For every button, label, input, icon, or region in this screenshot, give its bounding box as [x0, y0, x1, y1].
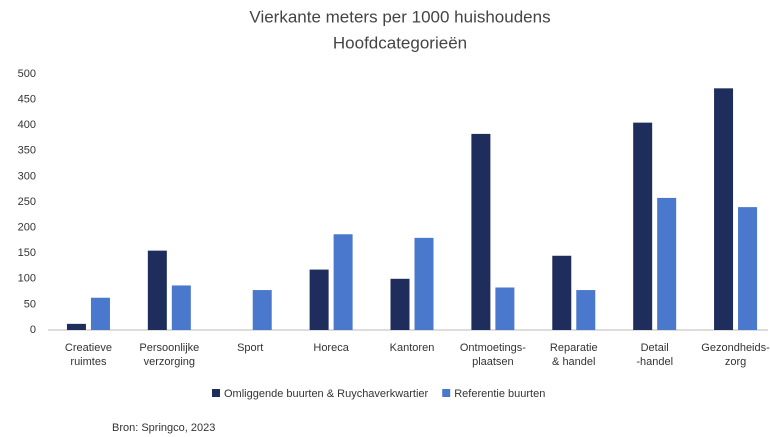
y-tick-label: 150 [18, 247, 36, 259]
bar [333, 234, 353, 330]
bar [714, 88, 734, 330]
bar [552, 255, 572, 330]
y-tick-label: 300 [18, 170, 36, 182]
bar [147, 250, 167, 330]
y-tick-label: 500 [18, 68, 36, 80]
legend-label: Omliggende buurten & Ruychaverkwartier [224, 388, 429, 400]
bar [738, 207, 758, 330]
x-tick-label: Gezondheids-zorg [701, 342, 770, 368]
chart-title: Vierkante meters per 1000 huishoudens [249, 7, 550, 26]
y-tick-label: 200 [18, 222, 36, 234]
x-tick-label: Kantoren [390, 342, 435, 354]
bar [309, 269, 329, 330]
y-tick-label: 250 [18, 196, 36, 208]
y-tick-label: 400 [18, 119, 36, 131]
x-tick-label: Ontmoetings-plaatsen [460, 342, 526, 368]
legend-swatch [442, 389, 451, 397]
x-tick-label: Detail -handel [636, 342, 673, 368]
bar [414, 237, 434, 330]
y-tick-label: 350 [18, 145, 36, 157]
x-tick-label: Horeca [313, 342, 349, 354]
bar [471, 133, 491, 330]
legend-label: Referentie buurten [454, 388, 545, 400]
bar [495, 287, 515, 330]
bar [633, 122, 653, 330]
y-tick-label: 100 [18, 273, 36, 285]
source-note: Bron: Springco, 2023 [112, 422, 215, 434]
bar [171, 285, 191, 330]
chart-subtitle: Hoofdcategorieën [333, 33, 467, 52]
bar [576, 290, 596, 330]
bar [390, 278, 410, 330]
x-tick-label: Persoonlijke verzorging [139, 342, 199, 368]
x-tick-label: Creatieve ruimtes [65, 342, 112, 368]
y-tick-label: 0 [30, 324, 36, 336]
y-tick-label: 450 [18, 94, 36, 106]
bar [657, 197, 677, 330]
bar [90, 297, 110, 330]
legend-swatch [212, 389, 220, 397]
bar [252, 290, 272, 330]
y-tick-label: 50 [24, 298, 36, 310]
x-tick-label: Reparatie & handel [550, 342, 598, 368]
bar [66, 323, 86, 330]
x-tick-label: Sport [237, 342, 263, 354]
